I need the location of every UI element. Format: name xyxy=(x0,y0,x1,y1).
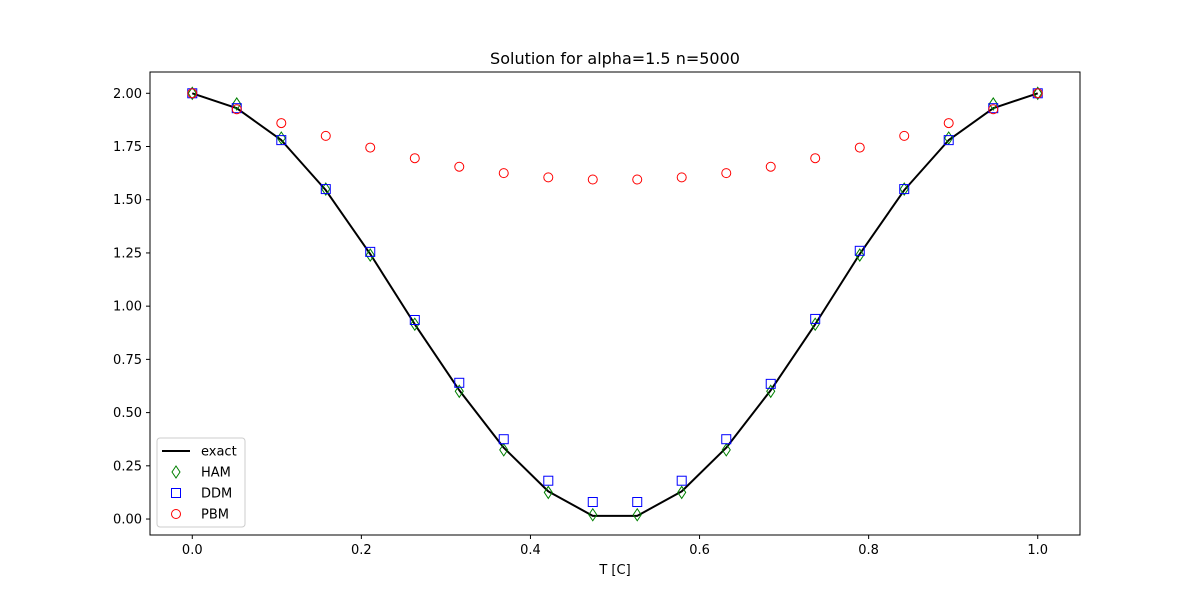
y-tick-label: 1.00 xyxy=(113,300,142,315)
y-tick-label: 2.00 xyxy=(113,87,142,102)
point-ham xyxy=(588,507,598,522)
point-ham xyxy=(232,97,242,111)
point-ham xyxy=(410,317,420,332)
legend-label-ham: HAM xyxy=(201,466,231,481)
point-pbm xyxy=(543,172,554,183)
point-ham xyxy=(632,507,642,522)
point-ham xyxy=(321,182,331,196)
point-pbm xyxy=(899,130,910,141)
y-tick-label: 0.50 xyxy=(113,406,142,421)
point-ddm xyxy=(409,314,420,325)
point-pbm xyxy=(988,104,999,115)
point-pbm xyxy=(320,130,331,141)
point-ddm xyxy=(854,245,865,256)
point-pbm xyxy=(765,161,776,172)
series-line-exact xyxy=(191,92,1039,517)
point-ddm xyxy=(721,434,732,445)
point-ham xyxy=(187,86,197,101)
point-ddm xyxy=(632,497,643,508)
x-tick-label: 0.8 xyxy=(858,543,879,558)
point-ddm xyxy=(765,378,776,389)
point-ham xyxy=(988,97,998,111)
point-pbm xyxy=(854,142,865,153)
point-pbm xyxy=(632,174,643,185)
point-pbm xyxy=(276,118,287,129)
chart-title: Solution for alpha=1.5 n=5000 xyxy=(490,49,740,68)
legend-swatch-pbm xyxy=(171,509,181,519)
plot-area xyxy=(187,86,1043,522)
point-pbm xyxy=(587,174,598,185)
x-axis-label: T [C] xyxy=(598,563,630,578)
point-pbm xyxy=(810,153,821,164)
point-pbm xyxy=(676,172,687,183)
x-tick-label: 0.0 xyxy=(182,543,203,558)
point-ddm xyxy=(543,475,554,486)
point-ham xyxy=(899,182,909,196)
x-tick-label: 0.4 xyxy=(520,543,541,558)
point-pbm xyxy=(187,88,198,99)
legend-swatch-ham xyxy=(171,465,181,479)
y-tick-label: 1.50 xyxy=(113,193,142,208)
plot-frame xyxy=(149,71,1081,536)
point-ham xyxy=(810,317,820,332)
point-pbm xyxy=(943,118,954,129)
y-tick-label: 0.75 xyxy=(113,353,142,368)
point-ham xyxy=(855,248,865,262)
point-ddm xyxy=(365,246,376,257)
legend-swatch-ddm xyxy=(171,488,181,498)
point-ham xyxy=(454,384,464,399)
axis-ticks: 0.0 0.2 0.4 0.6 0.8 1.0 0.00 0.25 0.50 0.75 1.00 1.… xyxy=(113,87,1048,558)
y-tick-label: 1.25 xyxy=(113,246,142,261)
point-ddm xyxy=(810,313,821,324)
legend: exact HAM DDM PBM xyxy=(156,437,246,528)
y-tick-label: 1.75 xyxy=(113,140,142,155)
point-pbm xyxy=(498,168,509,179)
legend-label-exact: exact xyxy=(201,445,237,460)
point-ham xyxy=(365,248,375,262)
legend-label-ddm: DDM xyxy=(201,487,232,502)
point-pbm xyxy=(231,104,242,115)
legend-box xyxy=(156,437,246,528)
point-ham xyxy=(766,384,776,399)
y-tick-label: 0.00 xyxy=(113,513,142,528)
point-ddm xyxy=(454,377,465,388)
point-ddm xyxy=(276,135,287,146)
point-ddm xyxy=(498,434,509,445)
point-ddm xyxy=(676,475,687,486)
x-tick-label: 0.2 xyxy=(351,543,372,558)
point-ham xyxy=(1033,86,1043,101)
point-ham xyxy=(543,485,553,500)
point-pbm xyxy=(1032,88,1043,99)
point-pbm xyxy=(454,161,465,172)
point-ddm xyxy=(320,184,331,195)
y-tick-label: 0.25 xyxy=(113,459,142,474)
legend-label-pbm: PBM xyxy=(201,508,229,523)
x-tick-label: 1.0 xyxy=(1027,543,1048,558)
point-ham xyxy=(499,442,509,457)
point-ddm xyxy=(587,497,598,508)
point-ddm xyxy=(899,184,910,195)
point-ddm xyxy=(943,135,954,146)
x-tick-label: 0.6 xyxy=(689,543,710,558)
point-pbm xyxy=(721,168,732,179)
point-ham xyxy=(721,442,731,457)
point-pbm xyxy=(365,142,376,153)
point-ham xyxy=(677,485,687,500)
point-pbm xyxy=(409,153,420,164)
